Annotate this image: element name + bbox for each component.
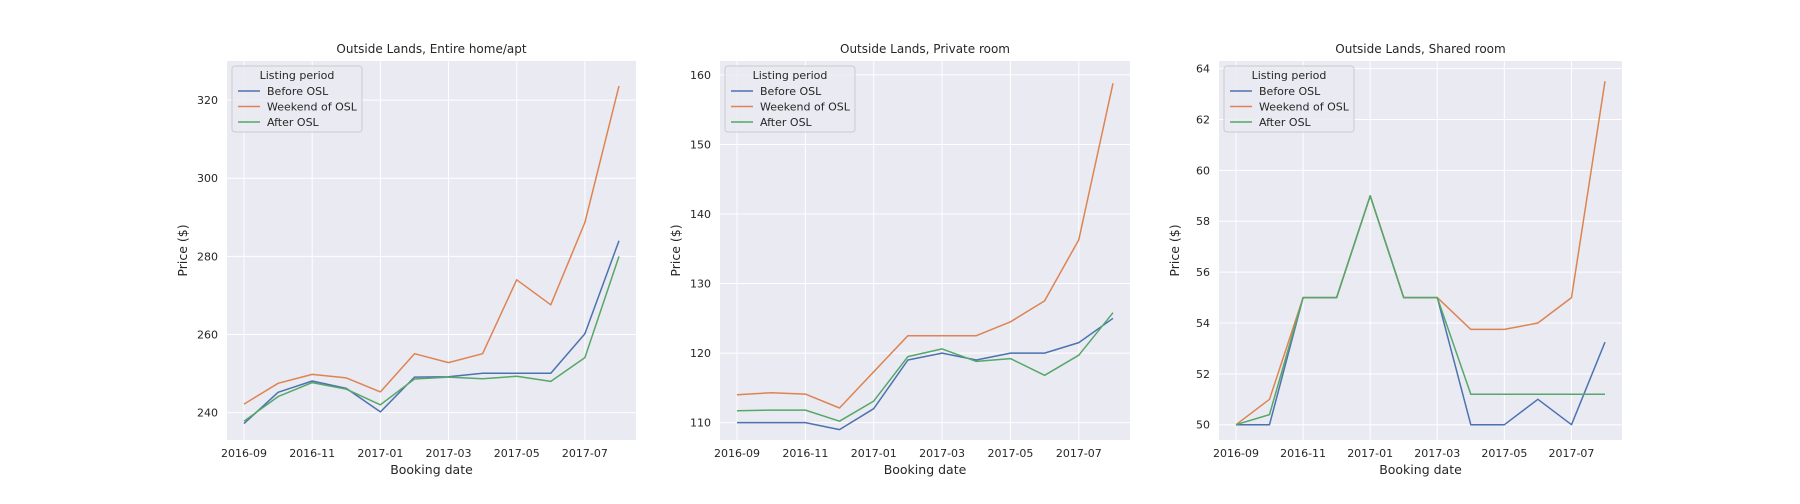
series-line-before-osl bbox=[243, 240, 620, 425]
y-tick-label: 62 bbox=[1196, 114, 1210, 127]
series-line-after-osl bbox=[1235, 195, 1605, 426]
x-axis-label: Booking date bbox=[390, 462, 473, 477]
legend-title: Listing period bbox=[1252, 69, 1327, 82]
legend-entry: After OSL bbox=[267, 116, 320, 129]
panel-2: 2016-09 2016-11 2017-01 2017-03 2017-05 2017-… bbox=[668, 42, 1130, 477]
y-tick-label: 130 bbox=[690, 278, 711, 291]
x-tick-label: 2016-09 bbox=[714, 447, 760, 460]
y-tick-label: 140 bbox=[690, 208, 711, 221]
x-tick-label: 2016-11 bbox=[782, 447, 828, 460]
y-axis-label: Price ($) bbox=[668, 224, 683, 276]
y-axis-label: Price ($) bbox=[175, 224, 190, 276]
legend-entry: Before OSL bbox=[1259, 85, 1321, 98]
x-tick-label: 2016-11 bbox=[289, 447, 335, 460]
x-tick-label: 2017-05 bbox=[494, 447, 540, 460]
chart-title: Outside Lands, Private room bbox=[840, 42, 1010, 56]
legend-title: Listing period bbox=[753, 69, 828, 82]
y-tick-label: 160 bbox=[690, 69, 711, 82]
y-tick-label: 110 bbox=[690, 417, 711, 430]
y-tick-label: 280 bbox=[197, 250, 218, 263]
x-axis-label: Booking date bbox=[884, 462, 967, 477]
y-tick-label: 56 bbox=[1196, 266, 1210, 279]
chart-title: Outside Lands, Shared room bbox=[1335, 42, 1505, 56]
panel-1: 2016-09 2016-11 2017-01 2017-03 2017-05 2017-… bbox=[175, 42, 636, 477]
legend-entry: Weekend of OSL bbox=[1259, 101, 1350, 114]
series-line-after-osl bbox=[243, 256, 620, 422]
x-tick-label: 2017-01 bbox=[851, 447, 897, 460]
y-tick-label: 54 bbox=[1196, 317, 1210, 330]
legend-entry: Before OSL bbox=[760, 85, 822, 98]
series-line-weekend-of-osl bbox=[243, 85, 620, 405]
chart-title: Outside Lands, Entire home/apt bbox=[336, 42, 526, 56]
legend-entry: After OSL bbox=[760, 116, 813, 129]
legend-box bbox=[231, 65, 363, 133]
legend-entry: After OSL bbox=[1259, 116, 1312, 129]
legend-entry: Weekend of OSL bbox=[760, 101, 851, 114]
y-tick-label: 64 bbox=[1196, 63, 1210, 76]
y-tick-label: 320 bbox=[197, 94, 218, 107]
x-tick-label: 2016-11 bbox=[1280, 447, 1326, 460]
chart-panels: 2016-09 2016-11 2017-01 2017-03 2017-05 2017-… bbox=[175, 42, 1622, 477]
x-tick-label: 2016-09 bbox=[1213, 447, 1259, 460]
y-axis-label: Price ($) bbox=[1167, 224, 1182, 276]
y-tick-label: 58 bbox=[1196, 215, 1210, 228]
y-tick-label: 50 bbox=[1196, 419, 1210, 432]
legend-entry: Before OSL bbox=[267, 85, 329, 98]
y-tick-label: 60 bbox=[1196, 164, 1210, 177]
x-tick-label: 2017-01 bbox=[1347, 447, 1393, 460]
y-tick-label: 260 bbox=[197, 329, 218, 342]
y-tick-label: 52 bbox=[1196, 368, 1210, 381]
x-tick-label: 2017-03 bbox=[919, 447, 965, 460]
series-line-after-osl bbox=[736, 312, 1114, 422]
x-tick-label: 2017-03 bbox=[1414, 447, 1460, 460]
x-tick-label: 2017-07 bbox=[562, 447, 608, 460]
y-tick-label: 300 bbox=[197, 172, 218, 185]
x-tick-label: 2017-07 bbox=[1056, 447, 1102, 460]
legend-entry: Weekend of OSL bbox=[267, 101, 358, 114]
y-tick-label: 240 bbox=[197, 407, 218, 420]
x-tick-label: 2016-09 bbox=[221, 447, 267, 460]
x-tick-label: 2017-03 bbox=[426, 447, 472, 460]
series-line-weekend-of-osl bbox=[736, 83, 1114, 409]
x-axis-label: Booking date bbox=[1379, 462, 1462, 477]
legend: Listing period Before OSL Weekend of OSL Af… bbox=[724, 65, 856, 133]
x-tick-label: 2017-05 bbox=[1481, 447, 1527, 460]
y-tick-label: 150 bbox=[690, 138, 711, 151]
x-tick-label: 2017-05 bbox=[987, 447, 1033, 460]
legend-box bbox=[724, 65, 856, 133]
legend: Listing period Before OSL Weekend of OSL Af… bbox=[1223, 65, 1355, 133]
y-tick-label: 120 bbox=[690, 347, 711, 360]
legend-box bbox=[1223, 65, 1355, 133]
legend: Listing period Before OSL Weekend of OSL Af… bbox=[231, 65, 363, 133]
x-tick-label: 2017-01 bbox=[357, 447, 403, 460]
x-tick-label: 2017-07 bbox=[1548, 447, 1594, 460]
legend-title: Listing period bbox=[260, 69, 335, 82]
panel-3: 2016-09 2016-11 2017-01 2017-03 2017-05 2017-… bbox=[1167, 42, 1622, 477]
series-line-before-osl bbox=[737, 317, 1114, 431]
